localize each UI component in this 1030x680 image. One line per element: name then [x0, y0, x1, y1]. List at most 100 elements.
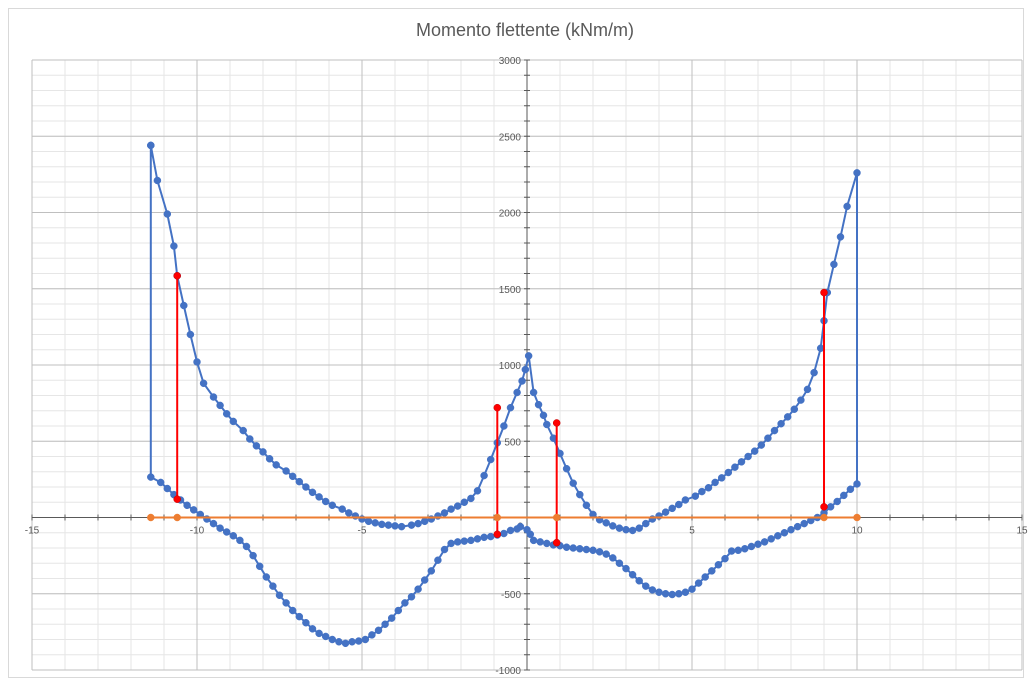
series-0-point — [242, 542, 251, 551]
series-0-point — [681, 588, 690, 596]
series-0-point — [434, 556, 442, 564]
series-0-point — [246, 435, 254, 443]
series-0-point — [793, 522, 802, 531]
series-0-point — [209, 393, 218, 401]
series-0-point — [513, 525, 521, 533]
series-0-point — [315, 493, 323, 501]
series-0-point — [737, 458, 746, 466]
series-0-point — [534, 400, 543, 409]
x-tick-label: -15 — [25, 526, 40, 537]
series-0-point — [506, 526, 515, 535]
series-0-point — [467, 494, 475, 503]
series-0-point — [609, 522, 617, 530]
series-0-point — [853, 169, 861, 177]
y-tick-label: -1000 — [495, 666, 521, 677]
series-0-point — [222, 528, 231, 536]
series-0-point — [460, 498, 469, 506]
series-0-point — [401, 599, 409, 607]
series-0-point — [199, 379, 208, 388]
series-0-point — [721, 554, 729, 563]
series-0-point — [754, 540, 762, 548]
series-1-point — [820, 503, 828, 511]
series-0-point — [500, 422, 508, 430]
series-0-point — [328, 501, 337, 510]
series-0-point — [523, 525, 531, 534]
series-2-point — [147, 513, 155, 522]
series-0-point — [308, 625, 317, 633]
series-0-point — [480, 533, 488, 542]
series-0-point — [698, 487, 706, 496]
series-0-point — [163, 484, 172, 493]
series-0-point — [384, 521, 393, 529]
series-0-line — [149, 145, 858, 645]
series-0-point — [473, 487, 482, 495]
series-0-point — [252, 442, 261, 450]
series-0-point — [420, 576, 429, 584]
series-0-point — [724, 468, 733, 477]
series-0-point — [335, 638, 343, 646]
x-tick-label: 5 — [689, 526, 695, 537]
series-0-point — [615, 559, 624, 567]
series-0-point — [163, 210, 172, 218]
series-0-point — [170, 242, 178, 250]
series-0-point — [440, 509, 449, 517]
series-0-point — [536, 538, 544, 546]
series-0-point — [259, 448, 267, 456]
series-0-point — [321, 497, 330, 506]
series-0-point — [513, 388, 521, 397]
series-1-point — [173, 495, 181, 503]
series-0-point — [661, 508, 670, 516]
series-0-point — [236, 536, 244, 545]
series-0-point — [777, 419, 785, 428]
series-0-point — [364, 517, 373, 526]
series-0-point — [727, 547, 736, 555]
series-0-point — [543, 420, 551, 429]
series-0-point — [628, 570, 637, 579]
series-0-point — [209, 519, 218, 528]
series-0-point — [668, 504, 676, 513]
series-0-point — [328, 635, 337, 644]
series-0-point — [609, 554, 617, 562]
x-tick-label: 10 — [851, 526, 863, 537]
series-0-point — [295, 477, 304, 486]
series-2-point — [820, 513, 828, 522]
series-0-point — [180, 301, 188, 310]
series-0-point — [272, 461, 280, 469]
series-0-point — [229, 417, 238, 426]
series-0-point — [711, 478, 719, 487]
series-0-point — [648, 586, 657, 594]
series-0-point — [282, 599, 290, 607]
series-0-point — [486, 532, 495, 541]
y-tick-label: -500 — [501, 590, 521, 601]
series-0-point — [222, 410, 231, 418]
series-0-point — [582, 545, 591, 554]
series-0-point — [562, 464, 571, 473]
series-0-point — [486, 455, 495, 464]
series-0-point — [767, 535, 775, 543]
series-1-point — [173, 272, 181, 280]
series-0-point — [282, 467, 290, 475]
series-0-point — [582, 501, 591, 510]
series-0-point — [460, 537, 469, 545]
series-0-point — [216, 524, 224, 532]
series-0-point — [427, 567, 436, 575]
series-0-point — [681, 496, 690, 504]
series-0-point — [447, 539, 455, 548]
series-0-point — [675, 590, 683, 598]
series-0-point — [262, 573, 271, 581]
series-0-point — [147, 141, 155, 150]
series-0-point — [846, 485, 855, 494]
series-0-point — [345, 509, 353, 517]
series-0-point — [602, 550, 610, 558]
series-0-point — [704, 484, 713, 492]
series-0-point — [394, 606, 403, 615]
series-0-point — [156, 478, 165, 487]
series-0-point — [361, 635, 370, 644]
series-0-point — [229, 532, 238, 540]
series-0-point — [780, 529, 789, 537]
series-0-point — [407, 593, 416, 601]
series-0-point — [764, 434, 772, 442]
series-0-point — [189, 506, 198, 514]
